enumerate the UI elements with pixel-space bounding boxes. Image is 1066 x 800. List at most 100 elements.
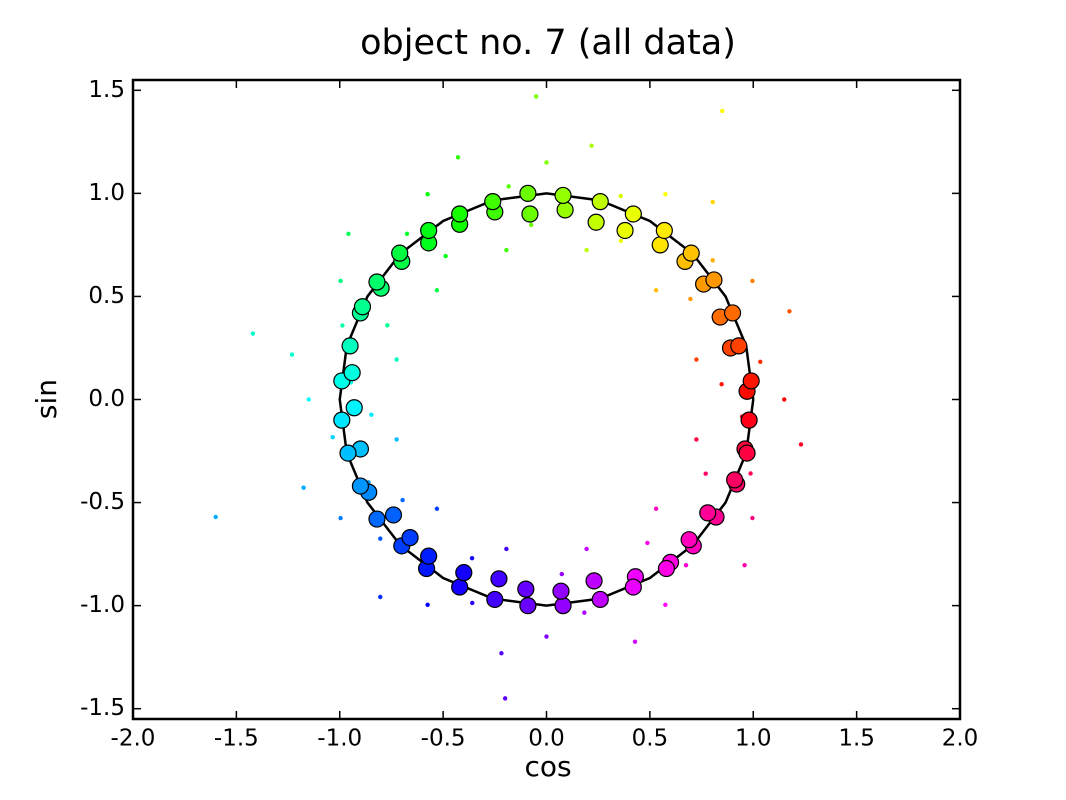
data-point — [787, 309, 792, 314]
data-point — [653, 506, 659, 511]
data-point — [469, 556, 475, 561]
marker — [519, 597, 537, 615]
marker — [682, 244, 700, 262]
chart-title: object no. 7 (all data) — [360, 23, 736, 63]
marker — [552, 582, 570, 600]
data-point — [340, 323, 345, 328]
marker — [680, 531, 698, 549]
data-point — [618, 238, 624, 243]
data-point — [710, 258, 715, 263]
marker — [368, 273, 386, 291]
marker — [384, 506, 403, 524]
data-point — [499, 651, 504, 656]
data-point — [559, 571, 564, 577]
marker — [391, 244, 409, 262]
data-point — [688, 296, 693, 302]
data-point — [750, 515, 755, 521]
data-point — [582, 610, 587, 615]
data-point — [618, 193, 623, 199]
marker — [624, 205, 642, 223]
data-point — [250, 331, 256, 336]
data-point — [369, 412, 374, 417]
data-point — [213, 514, 218, 520]
data-point — [544, 634, 549, 639]
marker — [343, 364, 361, 382]
marker — [455, 564, 473, 582]
data-point — [455, 155, 461, 160]
data-point — [394, 357, 399, 362]
marker — [591, 193, 609, 211]
marker — [401, 529, 419, 547]
data-point — [338, 515, 343, 521]
data-point — [694, 357, 699, 362]
data-point — [378, 536, 383, 541]
data-point — [645, 540, 650, 546]
data-point — [385, 323, 390, 328]
plot-frame — [131, 78, 962, 721]
x-tick-label: -0.5 — [421, 726, 466, 752]
data-point — [632, 639, 638, 644]
data-point — [782, 397, 787, 402]
data-point — [683, 563, 689, 568]
marker — [730, 337, 748, 355]
data-point — [710, 199, 715, 205]
data-point — [533, 94, 539, 99]
x-tick-label: -1.0 — [317, 726, 362, 752]
marker — [655, 221, 673, 240]
data-point — [470, 600, 475, 606]
data-point — [742, 563, 747, 568]
y-tick-label: 0.0 — [88, 386, 125, 412]
data-point — [378, 594, 383, 600]
data-point — [504, 546, 509, 552]
marker — [585, 572, 603, 590]
x-tick-label: 1.0 — [735, 726, 772, 752]
marker — [591, 590, 609, 609]
marker — [587, 213, 605, 231]
data-point — [346, 231, 351, 236]
marker — [484, 193, 502, 211]
y-tick-label: -1.5 — [80, 695, 125, 721]
data-point — [504, 247, 509, 253]
data-point — [289, 352, 295, 357]
x-tick-label: 2.0 — [942, 726, 979, 752]
data-point — [663, 602, 668, 608]
marker — [451, 205, 469, 223]
marker — [554, 597, 572, 615]
marker — [521, 205, 539, 223]
y-tick-label: 1.0 — [88, 180, 125, 206]
x-tick-label: 0.5 — [632, 726, 669, 752]
marker — [723, 304, 742, 322]
data-point — [653, 288, 659, 293]
marker — [451, 578, 469, 596]
data-point — [750, 278, 755, 284]
y-tick-label: 1.5 — [88, 77, 125, 103]
data-point — [306, 397, 311, 402]
data-point — [719, 382, 724, 387]
marker — [726, 471, 744, 489]
y-axis-label: sin — [30, 379, 63, 419]
data-point — [748, 471, 753, 476]
marker — [339, 444, 357, 462]
data-point — [506, 184, 511, 189]
data-point — [301, 485, 306, 490]
marker — [368, 510, 386, 528]
data-point — [703, 471, 708, 476]
data-point — [434, 506, 440, 511]
data-point — [404, 231, 410, 236]
marker — [353, 298, 372, 316]
marker — [351, 477, 370, 495]
marker — [420, 547, 438, 565]
data-point — [502, 696, 508, 701]
data-point — [394, 437, 399, 442]
y-tick-label: -1.0 — [80, 592, 125, 618]
marker — [519, 184, 537, 202]
data-point — [529, 222, 534, 228]
marker — [699, 504, 717, 522]
marker — [345, 399, 363, 417]
data-point — [720, 108, 725, 114]
marker — [651, 236, 669, 254]
data-point — [330, 435, 335, 440]
data-point — [758, 359, 763, 364]
y-tick-label: 0.5 — [88, 283, 125, 309]
